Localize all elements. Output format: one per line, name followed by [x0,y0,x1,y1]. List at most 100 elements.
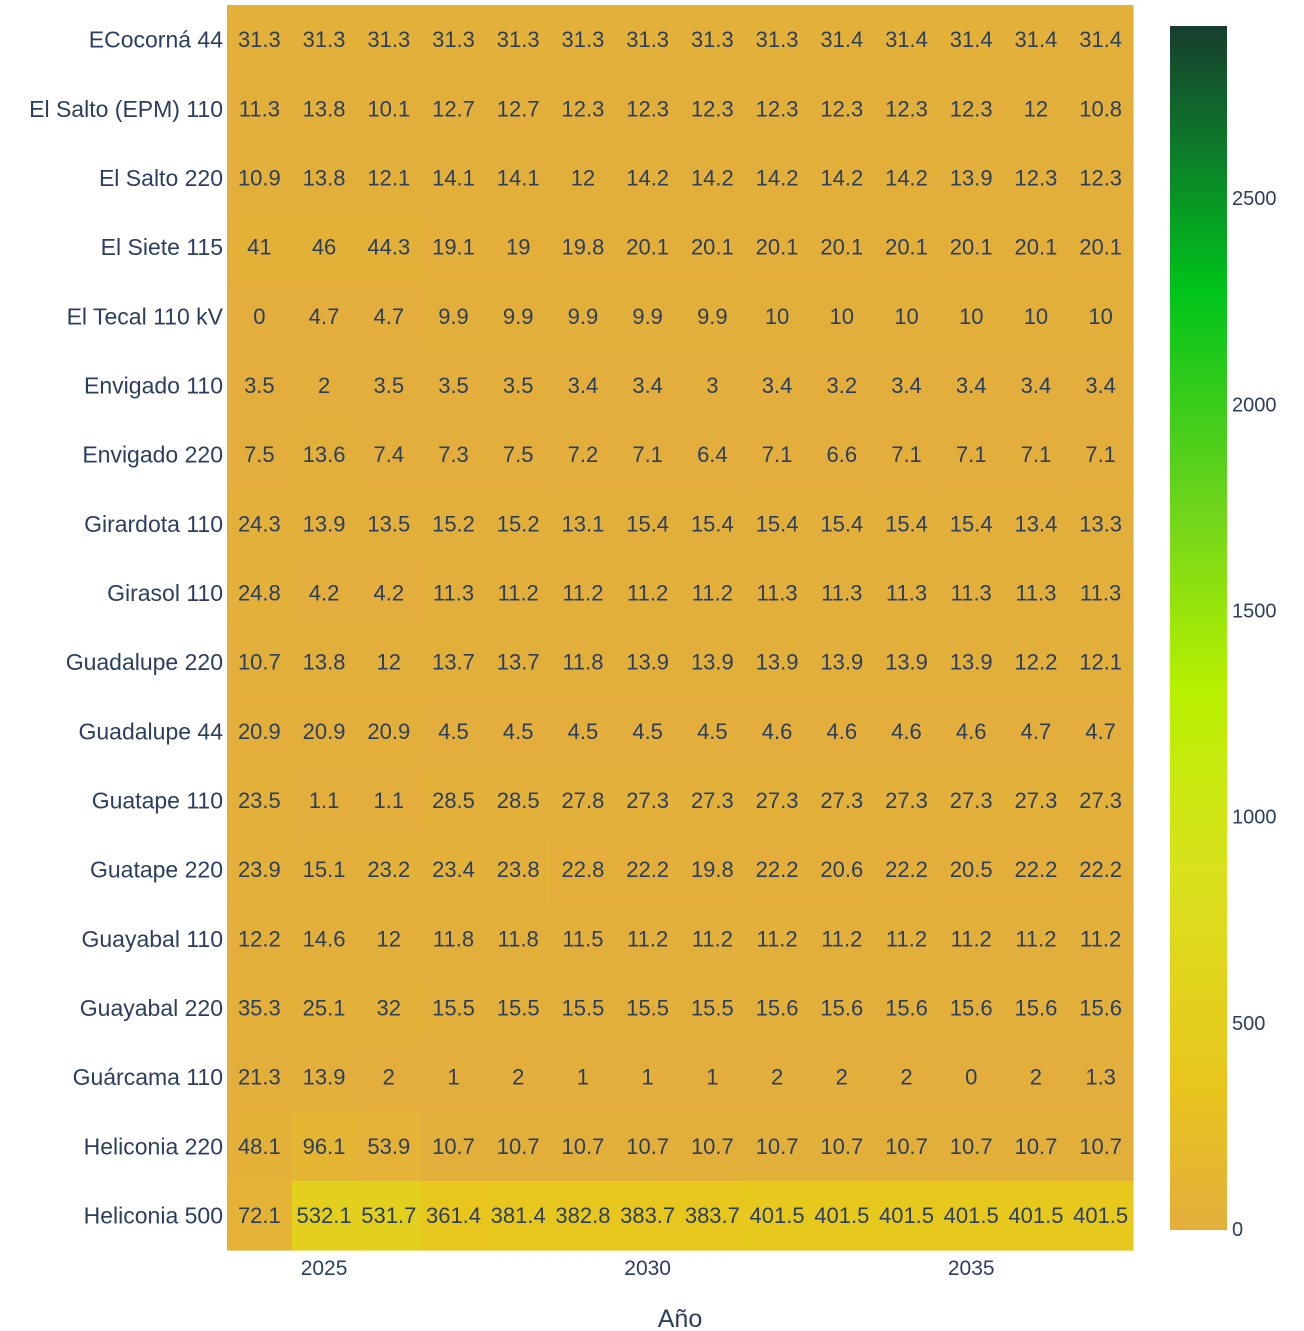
cell-value-label: 12.1 [1079,650,1122,675]
heatmap-cell [291,904,358,974]
cell-value-label: 11.3 [886,580,927,605]
cell-value-label: 10 [894,304,918,329]
heatmap-cell [550,143,616,214]
heatmap-cell [550,1042,616,1113]
cell-value-label: 13.9 [950,165,993,190]
heatmap-cell [227,627,293,698]
cell-value-label: 11.2 [627,926,668,951]
heatmap-cell [615,74,681,144]
row-label: Girasol 110 [107,580,223,606]
row-label: ECocorná 44 [89,27,223,53]
heatmap-cell [421,627,487,698]
heatmap-cell [744,143,811,214]
cell-value-label: 12.3 [1015,165,1058,190]
heatmap-cell [938,281,1005,352]
cell-value-label: 4.5 [632,719,663,744]
heatmap-cell [1003,420,1069,490]
heatmap-cell [938,489,1005,559]
heatmap-cell [680,489,746,559]
heatmap-cell [874,489,940,559]
cell-value-label: 23.4 [432,857,475,882]
row-label: Guayabal 220 [80,995,223,1021]
cell-value-label: 15.4 [950,511,993,536]
cell-value-label: 10.7 [885,1134,928,1159]
heatmap-cell [421,1042,487,1113]
heatmap-cell [938,558,1005,629]
heatmap-cell [874,904,940,974]
heatmap-cell [550,627,616,698]
heatmap-cell [356,1180,422,1251]
heatmap-cell [874,74,940,144]
heatmap-cell [809,74,875,144]
heatmap-cell [744,281,811,352]
cell-value-label: 1 [706,1065,718,1090]
heatmap-cell [1068,627,1134,698]
cell-value-label: 35.3 [238,995,281,1020]
heatmap-cell [1068,212,1134,283]
cell-value-label: 382.8 [555,1203,610,1228]
heatmap-cell [744,904,811,974]
heatmap-cell [421,5,487,75]
heatmap-cell [744,1042,811,1113]
heatmap-cell [1003,627,1069,698]
cell-value-label: 1.3 [1085,1065,1116,1090]
cell-value-label: 20.6 [820,857,863,882]
cell-value-label: 19.8 [691,857,734,882]
heatmap-cell [938,420,1005,490]
cell-value-label: 13.9 [626,650,669,675]
cell-value-label: 4.7 [1021,719,1052,744]
heatmap-cell [809,904,875,974]
heatmap-cell [485,558,552,629]
heatmap-cell [1003,74,1069,144]
cell-value-label: 11.2 [692,926,733,951]
row-label: El Tecal 110 kV [67,303,224,329]
cell-value-label: 4.5 [568,719,599,744]
x-axis-title: Año [658,1305,702,1331]
cell-value-label: 14.1 [432,165,475,190]
cell-value-label: 4.7 [309,304,340,329]
cell-value-label: 401.5 [814,1203,869,1228]
row-label: Guadalupe 44 [78,718,223,744]
heatmap-cell [809,489,875,559]
heatmap-cell-labels: 31.3 31.3 31.3 31.3 31.3 31.3 31.3 31.3 31.3 31.4… [238,27,1128,1228]
cell-value-label: 3.4 [632,373,663,398]
heatmap-cell [744,558,811,629]
heatmap-cell [291,973,358,1044]
heatmap-cell [1003,835,1069,905]
cell-value-label: 20.1 [1015,235,1058,260]
cell-value-label: 12.3 [562,96,605,121]
cell-value-label: 22.2 [885,857,928,882]
cell-value-label: 31.3 [432,27,475,52]
heatmap-cell [744,1111,811,1182]
colorbar-tick-label: 1500 [1232,601,1277,623]
heatmap-cell [874,835,940,905]
cell-value-label: 13.8 [303,650,346,675]
heatmap-cell [1003,765,1069,836]
heatmap-cell [227,765,293,836]
heatmap-cell [550,74,616,144]
cell-value-label: 1.1 [309,788,340,813]
row-label: Guárcama 110 [73,1064,223,1090]
heatmap-cell [227,143,293,214]
heatmap-cell [744,1180,811,1251]
cell-value-label: 11.2 [498,580,539,605]
heatmap-cell [356,489,422,559]
heatmap-cell [485,1111,552,1182]
heatmap-cell [938,904,1005,974]
cell-value-label: 12.3 [820,96,863,121]
heatmap-cell [874,973,940,1044]
colorbar-tick-label: 2500 [1232,188,1277,210]
heatmap-cell [680,212,746,283]
heatmap-cell [485,1042,552,1113]
heatmap-cell [1068,835,1134,905]
heatmap-cell [744,835,811,905]
cell-value-label: 20.1 [885,235,928,260]
cell-value-label: 13.7 [497,650,540,675]
cell-value-label: 7.4 [373,442,404,467]
heatmap-cell [485,143,552,214]
heatmap-cell [744,212,811,283]
heatmap-cell [809,350,875,421]
heatmap-cell [1068,973,1134,1044]
heatmap-cell [680,835,746,905]
